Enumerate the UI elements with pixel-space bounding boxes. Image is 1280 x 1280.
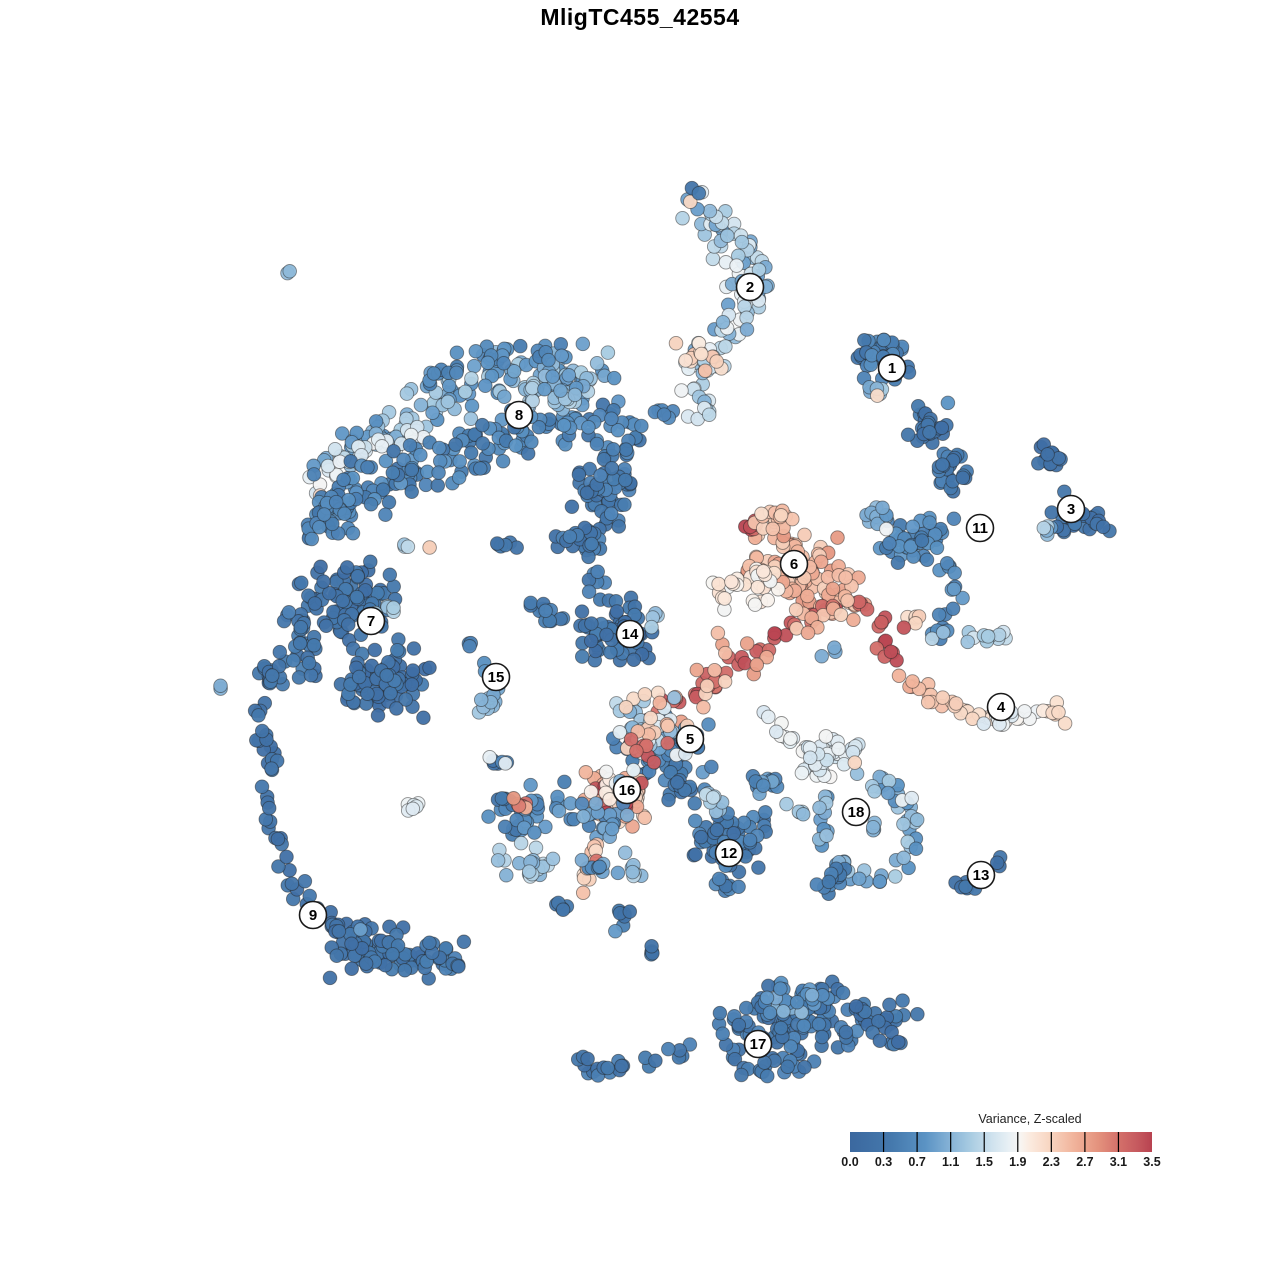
- colorbar-tick-labels: 0.0 0.3 0.7 1.1 1.5 1.9 2.3 2.7 3.1 3.5: [841, 1155, 1160, 1169]
- cluster-label-7: 7: [356, 606, 386, 636]
- cluster-15-points: [461, 635, 515, 771]
- colorbar-tick-label: 3.5: [1143, 1155, 1160, 1169]
- cluster-14-points: [523, 520, 665, 668]
- cluster-label-3: 3: [1056, 494, 1086, 524]
- svg-text:12: 12: [721, 845, 738, 862]
- svg-text:17: 17: [750, 1036, 767, 1053]
- figure-title: MligTC455_42554: [540, 4, 740, 30]
- cluster-label-14: 14: [615, 619, 645, 649]
- cluster-8-points: [300, 336, 649, 558]
- cluster-label-15: 15: [481, 662, 511, 692]
- colorbar-tick-label: 2.3: [1043, 1155, 1060, 1169]
- colorbar-tick-label: 1.1: [942, 1155, 959, 1169]
- colorbar-legend: 0.0 0.3 0.7 1.1 1.5 1.9 2.3 2.7 3.1 3.5 Variance, …: [841, 1112, 1160, 1169]
- cluster-3-points: [1031, 437, 1117, 542]
- cluster-9-points: [213, 658, 472, 986]
- svg-text:16: 16: [619, 782, 636, 799]
- cluster-label-4: 4: [986, 692, 1016, 722]
- colorbar-tick-label: 0.3: [875, 1155, 892, 1169]
- svg-text:18: 18: [848, 804, 865, 821]
- svg-text:6: 6: [790, 556, 798, 573]
- colorbar-tick-label: 1.5: [976, 1155, 993, 1169]
- svg-text:15: 15: [488, 669, 505, 686]
- cluster-label-8: 8: [504, 400, 534, 430]
- cluster-label-9: 9: [298, 900, 328, 930]
- colorbar-tick-label: 2.7: [1076, 1155, 1093, 1169]
- cluster-label-11: 11: [965, 513, 995, 543]
- svg-text:13: 13: [973, 867, 990, 884]
- cluster-label-5: 5: [675, 724, 705, 754]
- cluster-label-12: 12: [714, 838, 744, 868]
- cluster-4-points: [891, 668, 1073, 732]
- cluster-label-16: 16: [612, 775, 642, 805]
- colorbar-gradient: [850, 1132, 1152, 1152]
- cluster-11-points: [814, 398, 1013, 664]
- svg-text:4: 4: [997, 699, 1006, 716]
- cluster-label-2: 2: [735, 272, 765, 302]
- svg-text:5: 5: [686, 731, 694, 748]
- svg-text:11: 11: [972, 520, 988, 537]
- cluster-label-17: 17: [743, 1029, 773, 1059]
- svg-text:9: 9: [309, 907, 317, 924]
- svg-text:3: 3: [1067, 501, 1075, 518]
- cluster-satellite-pair-points: [280, 264, 297, 281]
- svg-text:1: 1: [888, 360, 896, 377]
- colorbar-tick-label: 0.7: [908, 1155, 925, 1169]
- cluster-17-points: [570, 974, 925, 1084]
- svg-text:8: 8: [515, 407, 523, 424]
- colorbar-title: Variance, Z-scaled: [978, 1112, 1081, 1126]
- svg-text:2: 2: [746, 279, 754, 296]
- cluster-18-points: [800, 729, 925, 902]
- svg-text:14: 14: [622, 626, 639, 643]
- colorbar-tick-label: 3.1: [1110, 1155, 1127, 1169]
- cluster-label-6: 6: [779, 549, 809, 579]
- cluster-label-1: 1: [877, 353, 907, 383]
- cluster-2-points: [647, 180, 775, 427]
- cluster-label-18: 18: [841, 797, 871, 827]
- data-points-layer: [213, 180, 1117, 1084]
- svg-text:7: 7: [367, 613, 375, 630]
- colorbar-tick-label: 1.9: [1009, 1155, 1026, 1169]
- cluster-label-13: 13: [966, 860, 996, 890]
- colorbar-tick-label: 0.0: [841, 1155, 858, 1169]
